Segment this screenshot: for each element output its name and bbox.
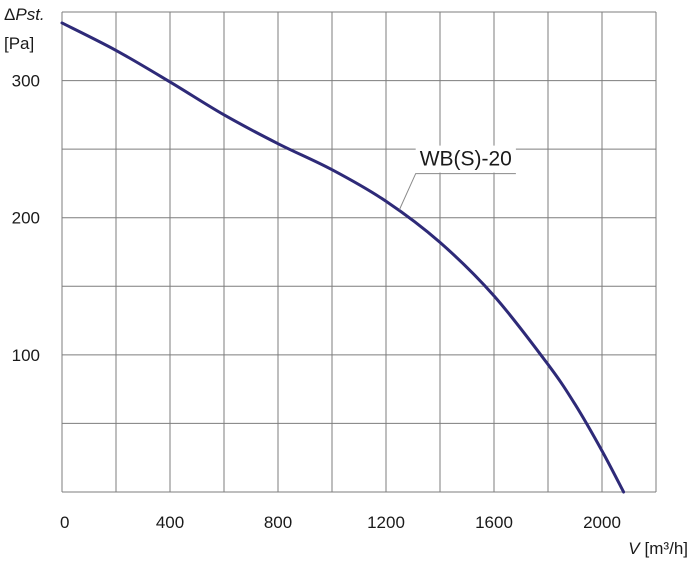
- series-callout-background: [415, 145, 516, 173]
- x-axis-unit: [m³/h]: [645, 539, 688, 558]
- y-axis-unit: [Pa]: [4, 34, 34, 53]
- y-tick-label: 200: [12, 209, 40, 228]
- series-callout-leader: [399, 173, 516, 210]
- x-tick-label: 400: [156, 513, 184, 532]
- x-axis-title: V [m³/h]: [628, 539, 688, 558]
- grid: [61, 11, 657, 493]
- y-axis-symbol-prefix: Δ: [4, 5, 15, 24]
- y-axis-symbol: Pst.: [15, 5, 44, 24]
- y-tick-label: 300: [12, 72, 40, 91]
- y-tick-label: 100: [12, 346, 40, 365]
- y-axis-ticks: 100 200 300: [12, 72, 40, 365]
- x-tick-label: 1200: [367, 513, 405, 532]
- x-tick-label: 800: [264, 513, 292, 532]
- series-callout-label: WB(S)-20: [420, 148, 512, 171]
- x-tick-label: 1600: [475, 513, 513, 532]
- x-axis-ticks: 0 400 800 1200 1600 2000: [60, 513, 621, 532]
- series-line-wb-s-20: [60, 21, 626, 494]
- series-layer: [60, 21, 626, 494]
- x-tick-label: 0: [60, 513, 69, 532]
- x-tick-label: 2000: [583, 513, 621, 532]
- x-axis-symbol: V: [628, 539, 641, 558]
- y-axis-title: ΔPst.: [4, 5, 45, 24]
